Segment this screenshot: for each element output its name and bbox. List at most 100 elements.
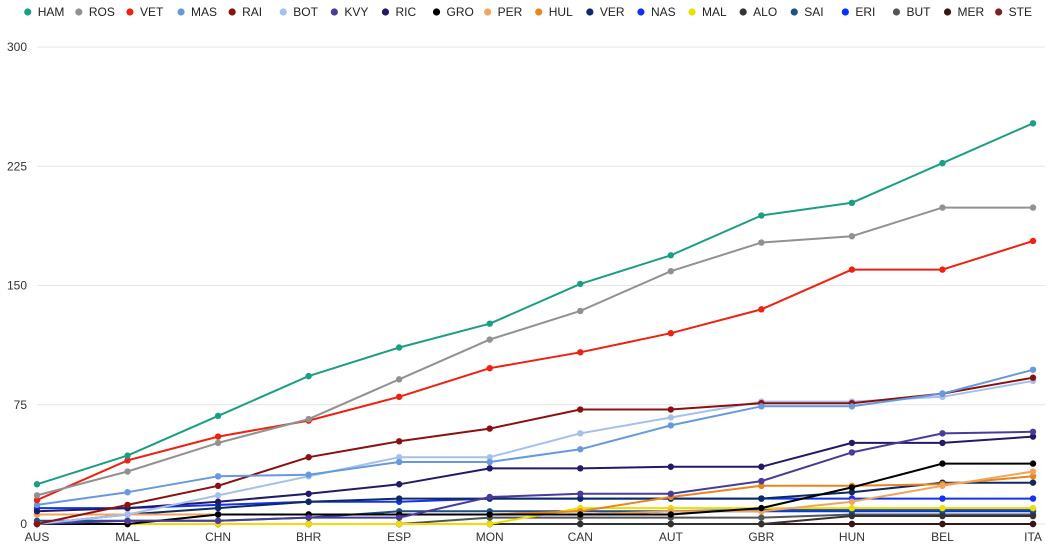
legend-marker [586,8,594,16]
legend-marker [790,8,798,16]
legend-label: ALO [753,5,777,19]
x-tick-label: MAL [115,530,140,544]
data-point [395,393,403,400]
series-line [36,206,1033,497]
legend-item: MER [943,5,985,19]
x-tick-label: AUT [659,530,684,544]
x-tick-label: BEL [931,530,954,544]
data-point [33,481,41,488]
data-point [939,482,946,490]
legend-marker [688,8,696,16]
data-point [848,266,856,273]
data-point [33,501,41,509]
data-point [486,336,493,343]
data-point [214,439,222,447]
data-point [395,458,403,466]
data-point [124,468,131,475]
legend-item: BUT [892,5,931,19]
series-lines [33,120,1037,528]
legend-marker [279,8,287,16]
x-tick-label: GBR [748,530,774,544]
x-tick-label: ESP [387,530,411,544]
data-point [1029,468,1037,475]
data-point [939,504,946,512]
legend-item: RIC [381,5,416,19]
data-point [758,463,765,470]
data-point [577,495,584,502]
legend-label: RAI [242,5,262,19]
series-line [36,122,1034,486]
data-point [667,463,675,470]
legend-marker [228,8,236,16]
series-line [36,430,1034,525]
legend-marker [943,8,952,16]
legend-marker [177,8,185,16]
data-point [395,514,403,521]
data-point [939,512,946,520]
series-ros [33,204,1037,499]
legend-item: VER [586,5,625,19]
data-point [214,492,222,499]
data-point [395,481,403,488]
legend-item: ROS [75,5,115,19]
legend-item: HAM [24,5,64,19]
legend-marker [330,8,338,16]
data-point [1029,473,1037,480]
legend-marker [24,8,32,16]
data-point [214,511,222,518]
data-point [305,498,312,505]
data-point [33,496,41,504]
data-point [395,438,403,445]
data-point [939,460,946,467]
data-point [758,306,765,313]
x-tick-label: BHR [296,530,322,544]
data-point [1029,374,1037,381]
data-point [214,504,222,512]
data-point [758,482,765,490]
legend-label: MAS [191,5,217,19]
data-point [214,517,222,525]
data-point [758,514,765,521]
y-tick-label: 300 [7,40,27,54]
legend-label: ERI [855,5,875,19]
legend-label: SAI [804,5,823,19]
legend-marker [535,8,543,16]
data-point [667,252,675,259]
data-point [758,495,765,502]
data-point [33,520,41,528]
data-point [1029,495,1037,502]
data-point [577,280,584,288]
data-point [848,520,856,528]
data-point [305,415,312,423]
data-point [848,449,856,456]
data-point [848,504,856,512]
legend-marker [841,8,849,16]
x-tick-label: MON [476,530,504,544]
data-point [1029,433,1037,440]
legend-label: BOT [293,5,318,19]
x-tick-label: CHN [205,530,231,544]
data-point [667,330,675,337]
legend-label: STE [1009,5,1032,19]
data-point [124,452,131,459]
legend-item: SAI [790,5,824,19]
data-point [1029,512,1037,520]
data-point [305,454,312,461]
data-point [577,406,584,413]
data-point [939,204,946,211]
data-point [486,465,493,472]
legend-item: RAI [228,5,262,19]
legend-item: KVY [330,5,368,19]
legend-label: NAS [651,5,676,19]
data-point [848,233,856,240]
data-point [305,514,312,521]
data-point [848,498,856,505]
legend-label: BUT [906,5,931,19]
data-point [577,511,584,518]
data-point [1029,520,1037,528]
legend-label: GRO [447,5,474,19]
x-axis-ticks: AUS MAL CHN BHR ESP MON CAN AUT GBR HUN BEL ITA [25,530,1042,544]
data-point [486,458,493,466]
data-point [939,439,946,447]
legend-label: MAL [702,5,727,19]
